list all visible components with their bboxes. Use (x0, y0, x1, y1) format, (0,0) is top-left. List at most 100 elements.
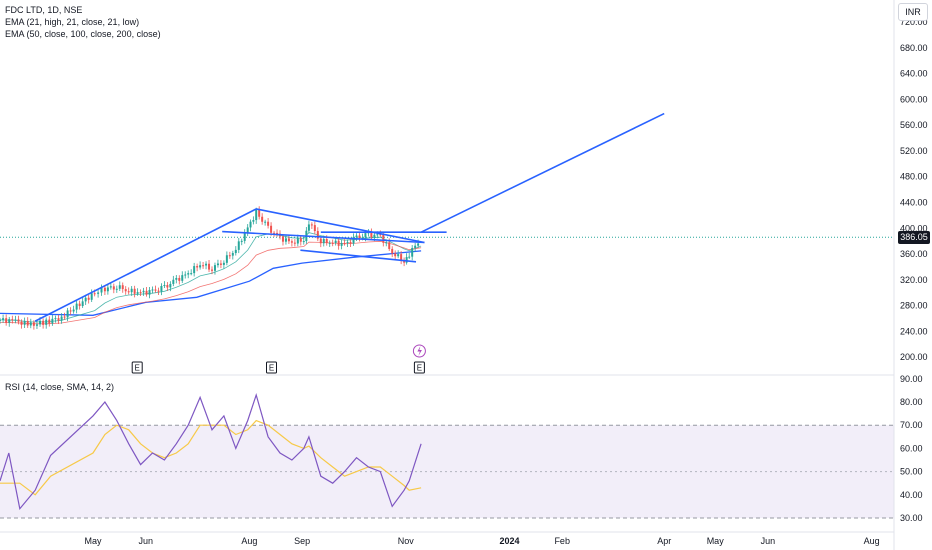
candle-body (331, 242, 334, 244)
rsi-tick-label: 40.00 (900, 490, 923, 500)
time-tick-label: May (707, 536, 725, 546)
candle-body (355, 235, 358, 238)
candle-body (51, 318, 54, 324)
candle-body (385, 242, 388, 244)
candle-body (17, 319, 20, 322)
candle-body (14, 319, 17, 321)
candle-body (334, 240, 337, 244)
candle-body (42, 320, 45, 325)
candle-body (346, 241, 349, 244)
candle-body (87, 297, 90, 300)
earnings-marker-1[interactable] (131, 361, 143, 374)
candle-body (75, 303, 78, 310)
time-tick-label: Aug (864, 536, 880, 546)
candle-body (246, 227, 249, 233)
price-tick-label: 280.00 (900, 301, 928, 311)
rsi-tick-label: 60.00 (900, 443, 923, 453)
candle-body (142, 290, 145, 293)
earnings-marker-2[interactable] (266, 361, 277, 374)
candle-body (273, 232, 276, 234)
trendline-2[interactable] (222, 230, 425, 244)
candle-body (69, 310, 72, 312)
trendlines[interactable] (34, 112, 665, 322)
candle-body (175, 277, 178, 280)
time-tick-label: Aug (241, 536, 257, 546)
price-tick-label: 400.00 (900, 223, 928, 233)
candle-body (178, 277, 181, 281)
trendline-1[interactable] (34, 208, 257, 322)
candle-body (160, 286, 163, 292)
price-tick-label: 240.00 (900, 326, 928, 336)
candle-body (93, 293, 96, 295)
candle-body (26, 320, 29, 326)
rsi-legend: RSI (14, close, SMA, 14, 2) (5, 382, 115, 392)
candle-body (376, 234, 379, 236)
candle-body (106, 287, 109, 292)
candle-body (136, 292, 139, 294)
candle-body (157, 290, 160, 292)
candle-body (124, 289, 127, 292)
time-tick-label: Jun (138, 536, 153, 546)
candle-body (240, 240, 243, 242)
candle-body (163, 285, 166, 287)
price-tick-label: 200.00 (900, 352, 928, 362)
candle-body (307, 224, 310, 231)
rsi-tick-label: 80.00 (900, 397, 923, 407)
candle-body (127, 291, 130, 293)
time-tick-label: Nov (398, 536, 415, 546)
candle-body (139, 292, 142, 294)
candle-body (213, 265, 216, 271)
candle-body (148, 289, 151, 295)
rsi-tick-label: 70.00 (900, 420, 923, 430)
candle-body (205, 263, 208, 266)
price-tick-label: 360.00 (900, 249, 928, 259)
candle-body (72, 309, 75, 312)
trendline-3[interactable] (300, 249, 417, 263)
candle-body (100, 287, 103, 293)
candle-body (267, 221, 270, 226)
ema-50-line (0, 240, 422, 325)
currency-button[interactable]: INR (898, 3, 928, 21)
candle-body (145, 290, 148, 295)
rsi-tick-label: 90.00 (900, 374, 923, 384)
candle-body (151, 289, 154, 291)
candle-body (264, 221, 267, 223)
ema-legend-1: EMA (21, high, 21, close, 21, low) (5, 17, 140, 27)
trendline-4[interactable] (256, 208, 425, 244)
candle-body (225, 255, 228, 263)
candle-body (313, 225, 316, 232)
price-tick-label: 560.00 (900, 120, 928, 130)
candle-body (234, 249, 237, 254)
candle-body (184, 274, 187, 276)
candle-body (391, 248, 394, 254)
rsi-ma-line (0, 419, 422, 496)
candle-body (296, 238, 299, 244)
candle-body (48, 319, 51, 324)
candle-body (84, 297, 87, 302)
ema-200-line (0, 250, 422, 316)
candle-body (115, 288, 118, 290)
candle-body (133, 288, 136, 294)
price-tick-label: 480.00 (900, 172, 928, 182)
candle-body (255, 209, 258, 221)
candle-body (81, 301, 84, 307)
candle-body (231, 253, 234, 256)
candle-body (237, 241, 240, 250)
earnings-marker-label: E (135, 364, 140, 373)
trendline-6[interactable] (420, 112, 665, 233)
candle-body (172, 279, 175, 284)
candle-body (290, 241, 293, 243)
candle-body (411, 248, 414, 257)
candle-body (408, 256, 411, 258)
candle-body (60, 316, 63, 321)
earnings-marker-3[interactable] (413, 361, 425, 374)
candle-body (54, 318, 57, 320)
candle-body (202, 265, 205, 267)
candle-body (243, 232, 246, 241)
candle-body (310, 224, 313, 226)
candle-body (400, 254, 403, 261)
last-price-label: 386.05 (898, 231, 930, 244)
candle-body (211, 269, 213, 271)
